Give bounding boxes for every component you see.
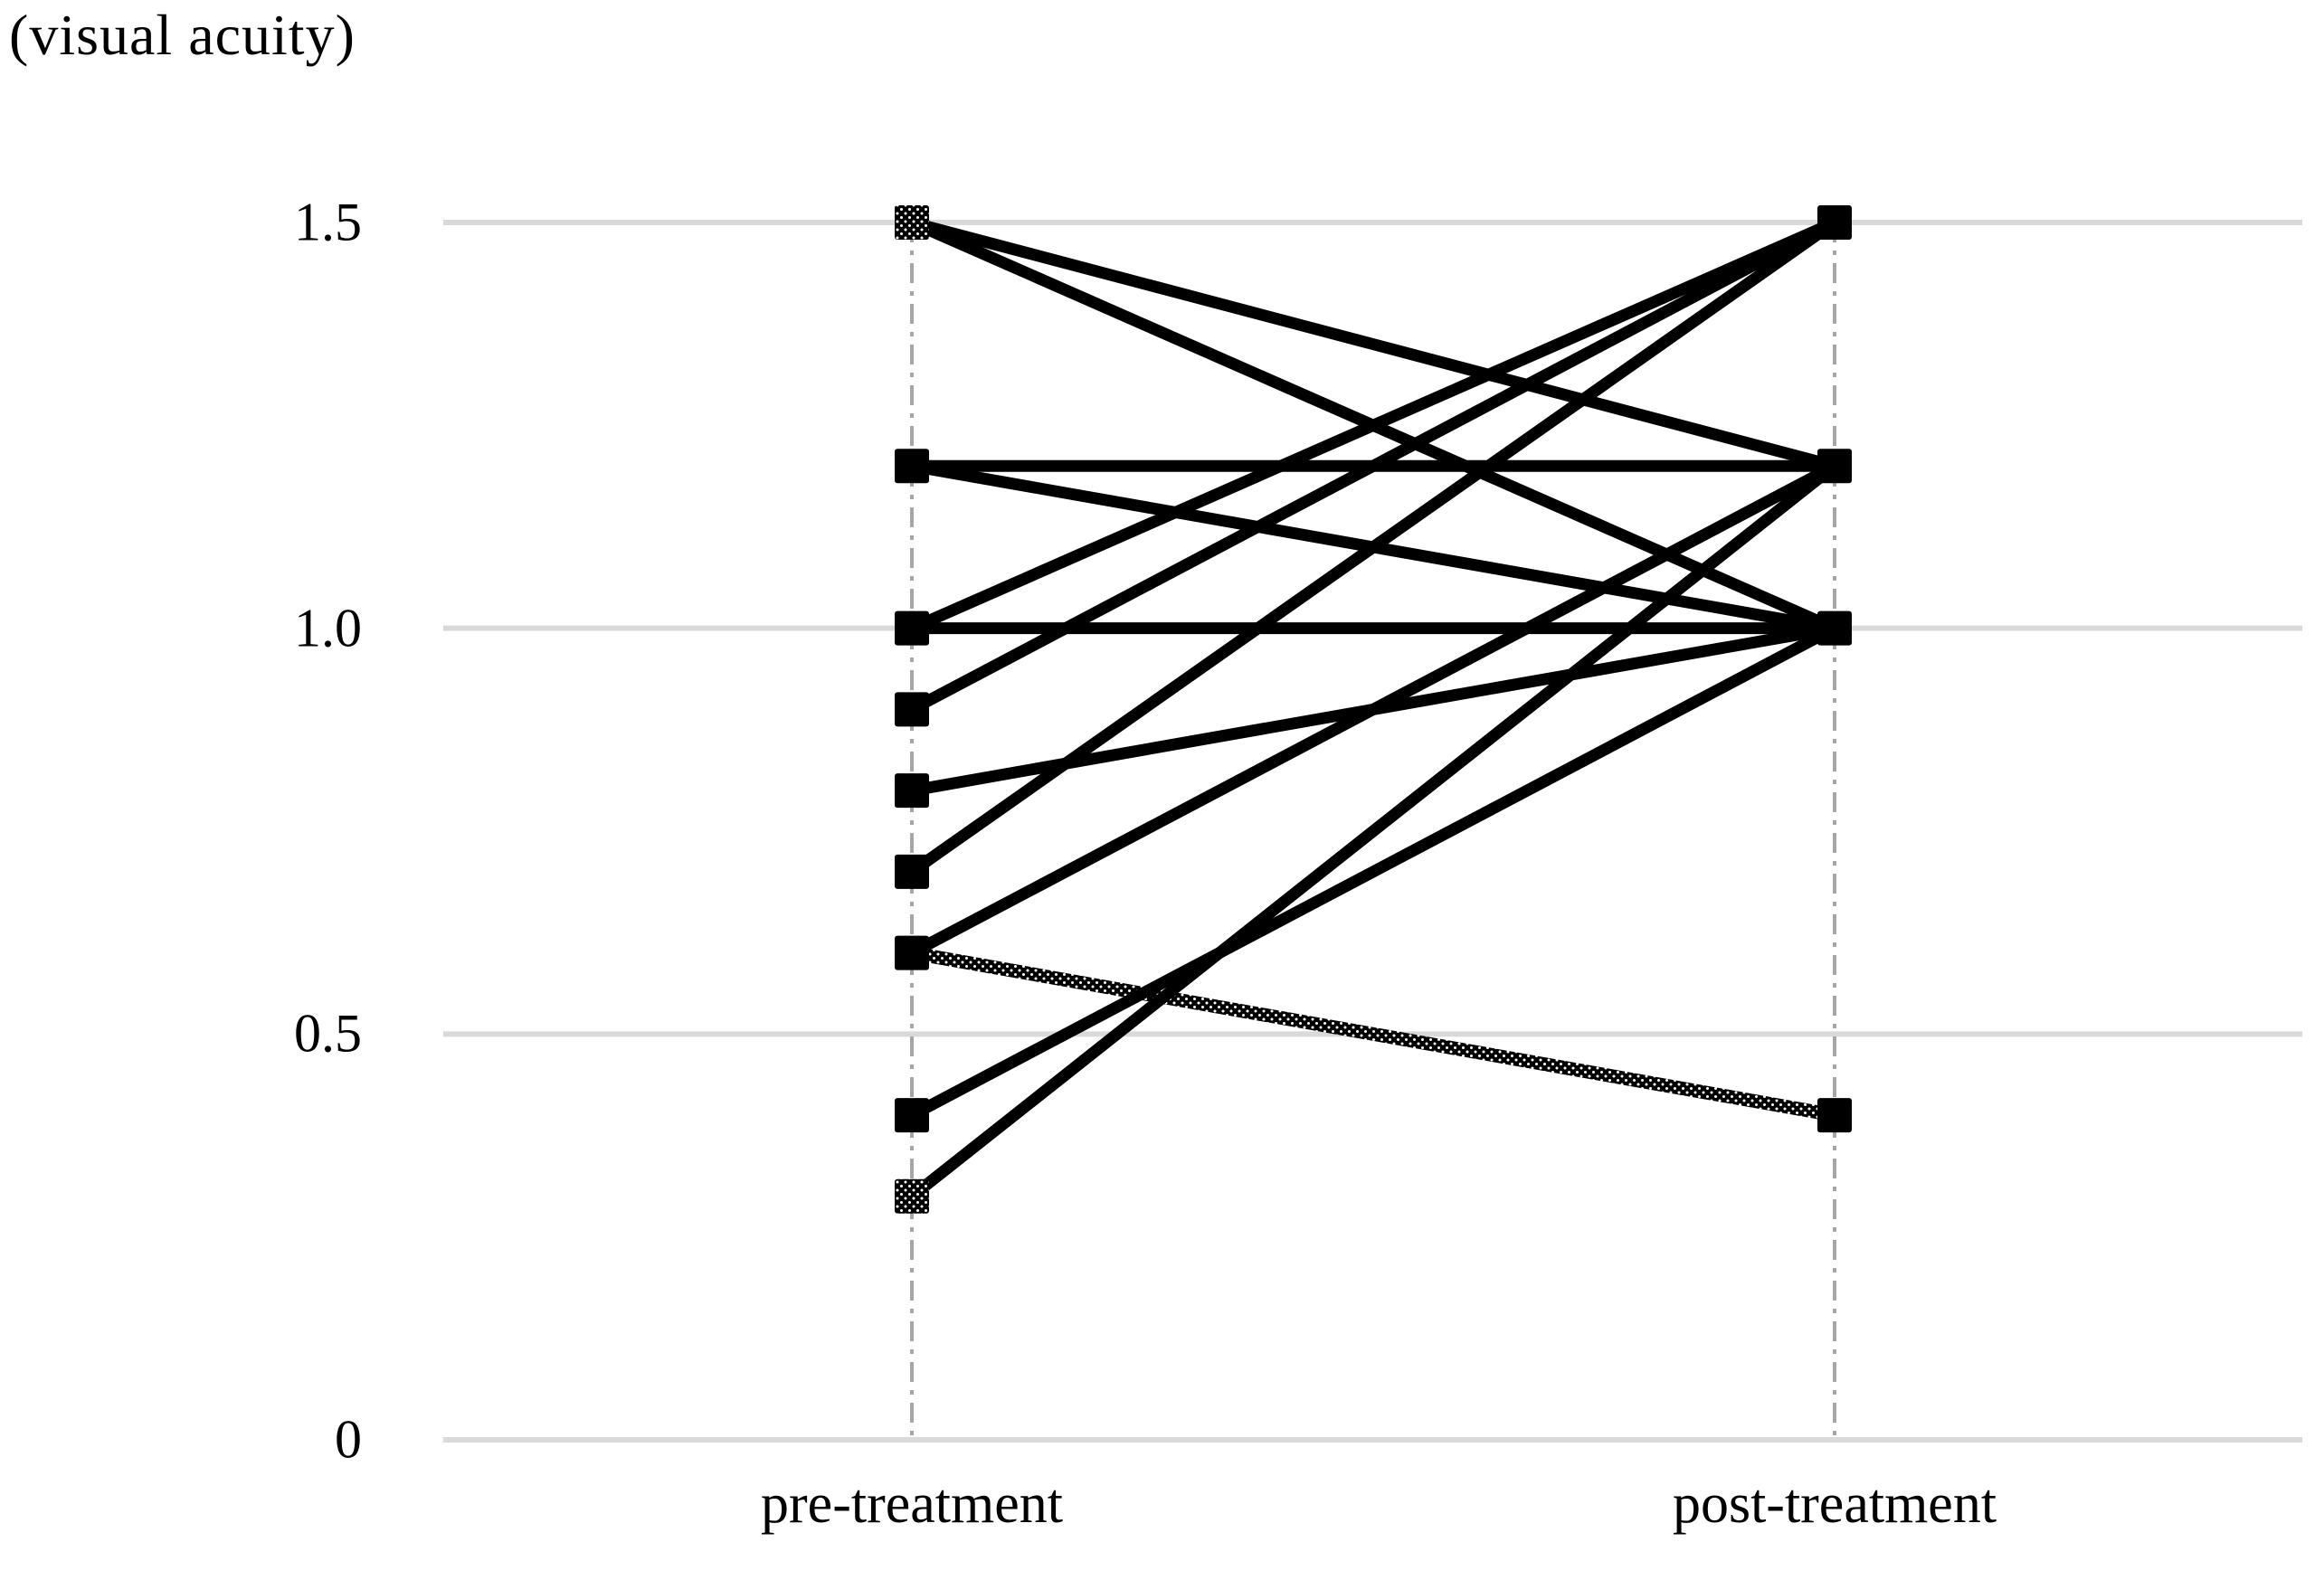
connector-line bbox=[908, 622, 1838, 1121]
post-marker bbox=[1817, 610, 1852, 646]
pre-marker bbox=[895, 1178, 929, 1214]
pre-marker bbox=[895, 935, 929, 970]
connector-line bbox=[908, 217, 1838, 877]
post-marker bbox=[1817, 205, 1852, 240]
connector-line bbox=[907, 461, 1839, 1201]
pre-marker bbox=[895, 1098, 929, 1133]
y-tick-label: 1.5 bbox=[294, 192, 362, 252]
pre-marker bbox=[895, 854, 929, 889]
y-tick-label: 0.5 bbox=[294, 1003, 362, 1064]
connector-line bbox=[910, 216, 1836, 472]
connector-line bbox=[908, 217, 1838, 715]
pre-marker bbox=[895, 773, 929, 809]
connector-line bbox=[909, 217, 1837, 634]
chart-title: (visual acuity) bbox=[9, 3, 356, 67]
x-axis-label-pre-treatment: pre-treatment bbox=[761, 1473, 1063, 1535]
y-tick-label: 0 bbox=[335, 1409, 362, 1470]
pre-marker bbox=[895, 205, 929, 240]
y-tick-label: 1.0 bbox=[294, 598, 362, 658]
post-marker bbox=[1817, 1098, 1852, 1133]
pre-marker bbox=[895, 610, 929, 646]
connector-line bbox=[910, 946, 1836, 1122]
x-axis-label-post-treatment: post-treatment bbox=[1672, 1473, 1997, 1535]
post-marker bbox=[1817, 449, 1852, 484]
pre-marker bbox=[895, 692, 929, 727]
connector-line bbox=[908, 460, 1838, 959]
pre-marker bbox=[895, 449, 929, 484]
